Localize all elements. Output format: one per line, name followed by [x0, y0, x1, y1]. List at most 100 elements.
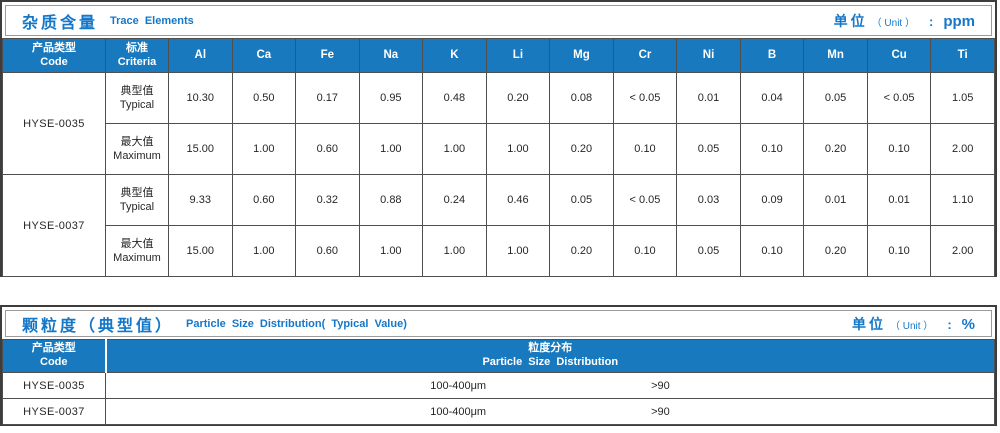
product-code-cell: HYSE-0037	[2, 174, 106, 277]
column-header-element: Cu	[866, 38, 932, 73]
value-cell: 15.00	[168, 123, 233, 175]
value-cell: 0.08	[549, 72, 614, 124]
value-cell: 10.30	[168, 72, 233, 124]
criteria-en: Typical	[119, 99, 155, 111]
value-cell: 0.20	[803, 123, 868, 175]
section-title-cn: 杂质含量	[22, 14, 99, 32]
value-cell: 0.50	[231, 72, 297, 124]
value-cell: 0.10	[739, 123, 805, 175]
value-cell: 0.24	[422, 174, 487, 226]
table-row: 最大值 Maximum 15.00 1.00 0.60 1.00 1.00 1.00 0.20 0…	[3, 123, 995, 175]
column-header-en: Code	[40, 356, 68, 368]
unit-label: 单位 （ Unit ） : ppm	[834, 11, 975, 31]
size-range: 100-400μm	[430, 405, 487, 418]
column-header-element: B	[739, 38, 805, 73]
column-header-element: Ni	[676, 38, 741, 73]
column-header-cn: 产品类型	[31, 342, 76, 355]
section-title-en: Particle Size Distribution( Typical Valu…	[186, 317, 407, 330]
column-header-cn: 标准	[126, 41, 148, 54]
unit-colon: :	[947, 316, 952, 332]
unit-value: %	[961, 315, 975, 333]
column-header-element: Mg	[549, 38, 614, 73]
value-cell: 0.20	[803, 225, 868, 277]
trace-elements-title-row: 杂质含量 Trace Elements 单位 （ Unit ） : ppm	[5, 5, 992, 36]
value-cell: 0.60	[295, 225, 360, 277]
value-cell: 0.04	[739, 72, 805, 124]
table-row: HYSE-0035 典型值 Typical 10.30 0.50 0.17 0.95 0.48…	[2, 72, 995, 175]
value-cell: 9.33	[168, 174, 233, 226]
column-header-element: Al	[168, 38, 233, 73]
criteria-cn: 最大值	[120, 237, 154, 250]
column-header-en: Criteria	[117, 55, 157, 68]
unit-colon: :	[928, 13, 934, 29]
product-code-cell: HYSE-0035	[2, 372, 106, 399]
value-cell: 1.00	[485, 225, 551, 277]
unit-label-en: （ Unit ）	[871, 17, 915, 29]
product-code-cell: HYSE-0035	[2, 72, 106, 175]
column-header-code: 产品类型 Code	[2, 38, 106, 73]
section-title-cn: 颗粒度（典型值）	[22, 317, 175, 335]
value-cell: 0.01	[866, 174, 932, 226]
value-cell: 1.00	[485, 123, 551, 175]
criteria-cell: 典型值 Typical	[105, 174, 169, 226]
column-header-cn: 粒度分布	[528, 342, 573, 355]
value-cell: 0.05	[803, 72, 868, 124]
value-cell: 0.05	[676, 225, 741, 277]
value-cell: 15.00	[168, 225, 233, 277]
criteria-cn: 最大值	[120, 135, 154, 148]
column-header-element: Cr	[612, 38, 678, 73]
value-cell: 0.95	[358, 72, 424, 124]
size-percentage: >90	[651, 405, 670, 418]
value-cell: 1.00	[231, 123, 297, 175]
value-cell: 0.60	[295, 123, 360, 175]
value-cell: 1.10	[930, 174, 995, 226]
value-cell: 0.01	[676, 72, 741, 124]
trace-elements-section: 杂质含量 Trace Elements 单位 （ Unit ） : ppm 产品…	[0, 0, 997, 277]
value-cell: 0.32	[295, 174, 360, 226]
column-header-element: K	[422, 38, 487, 73]
column-header-element: Li	[485, 38, 551, 73]
value-cell: 1.00	[422, 123, 487, 175]
particle-size-table: 产品类型 Code 粒度分布 Particle Size Distribution H…	[2, 339, 995, 425]
value-cell: 1.00	[358, 123, 424, 175]
criteria-en: Maximum	[113, 252, 161, 264]
value-cell: 0.10	[866, 123, 932, 175]
column-header-element: Mn	[803, 38, 868, 73]
column-header-element: Fe	[295, 38, 360, 73]
value-cell: 0.01	[803, 174, 868, 226]
column-header-cn: 产品类型	[32, 41, 76, 54]
value-cell: 0.10	[612, 225, 678, 277]
value-cell: 1.00	[231, 225, 297, 277]
value-cell: 0.20	[549, 225, 614, 277]
criteria-cell: 最大值 Maximum	[105, 225, 169, 277]
table-row: HYSE-0035 100-400μm >90	[2, 372, 995, 399]
particle-size-section: 颗粒度（典型值） Particle Size Distribution( Typ…	[0, 305, 997, 426]
criteria-cell: 典型值 Typical	[105, 72, 169, 124]
unit-label-en: （ Unit ）	[889, 320, 934, 332]
value-cell: 0.48	[422, 72, 487, 124]
table-row: HYSE-0037 100-400μm >90	[2, 398, 995, 425]
value-cell: 0.20	[485, 72, 551, 124]
column-header-distribution: 粒度分布 Particle Size Distribution	[104, 339, 995, 373]
table-header-row: 产品类型 Code 标准 Criteria Al Ca Fe Na K Li Mg Cr Ni B Mn Cu…	[2, 38, 995, 73]
value-cell: 0.09	[739, 174, 805, 226]
value-cell: 2.00	[930, 225, 995, 277]
value-cell: 0.10	[739, 225, 805, 277]
criteria-en: Maximum	[113, 150, 161, 162]
criteria-cn: 典型值	[120, 186, 154, 199]
value-cell: 2.00	[930, 123, 995, 175]
unit-value: ppm	[943, 12, 975, 30]
column-header-criteria: 标准 Criteria	[105, 38, 169, 73]
size-percentage: >90	[651, 379, 670, 392]
value-cell: 0.17	[295, 72, 360, 124]
unit-label-cn: 单位	[833, 12, 868, 29]
value-cell: 0.03	[676, 174, 741, 226]
value-cell: 0.10	[612, 123, 678, 175]
column-header-code: 产品类型 Code	[2, 339, 106, 373]
value-cell: 1.05	[930, 72, 995, 124]
value-cell: 0.60	[231, 174, 297, 226]
value-cell: 0.05	[549, 174, 614, 226]
value-cell: 1.00	[358, 225, 424, 277]
table-row: HYSE-0037 典型值 Typical 9.33 0.60 0.32 0.88 0.24 0…	[2, 174, 995, 277]
section-title-en: Trace Elements	[110, 14, 194, 27]
